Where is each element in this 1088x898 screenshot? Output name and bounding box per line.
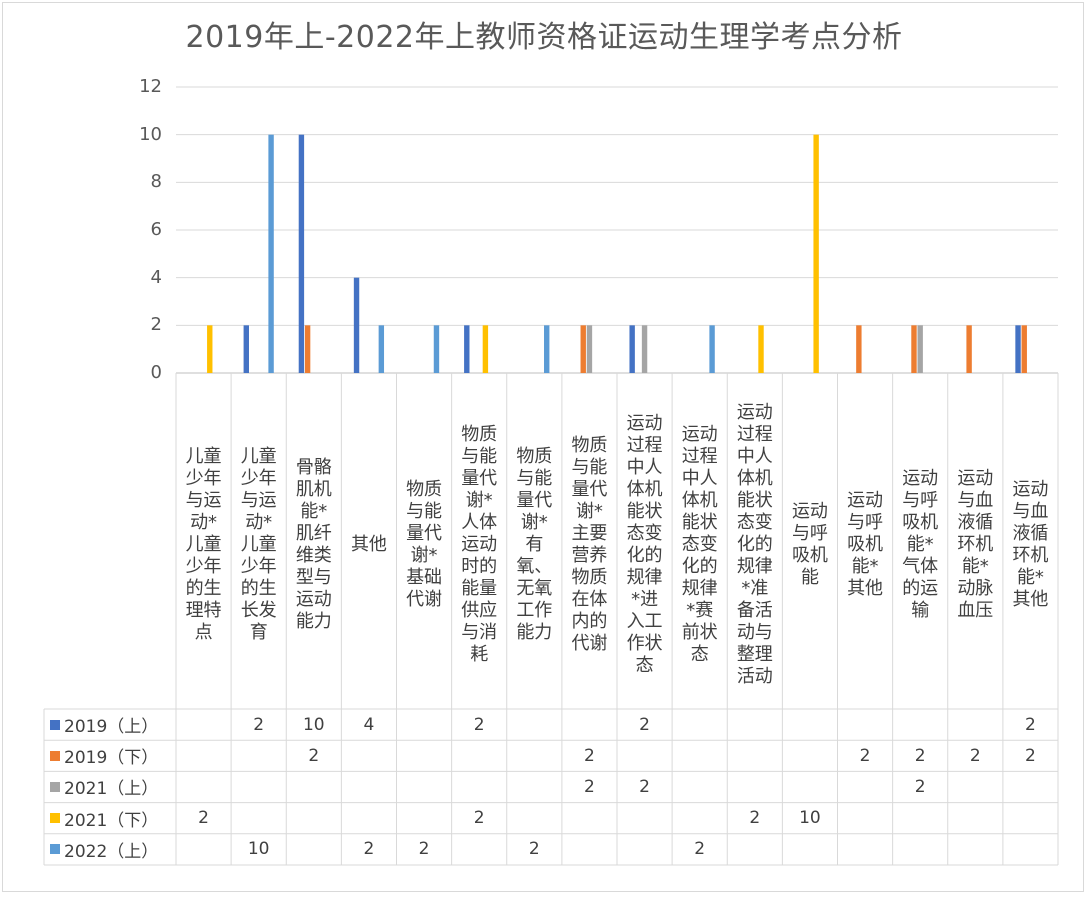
bar — [758, 325, 764, 373]
legend-swatch — [50, 844, 60, 855]
legend-entry: 2022（上） — [44, 834, 176, 865]
category-label: 运动与血液循环机能*其他 — [1012, 479, 1049, 610]
data-label: 2 — [969, 745, 981, 766]
data-label: 2 — [639, 776, 650, 797]
data-label: 2 — [473, 808, 485, 829]
data-label: 2 — [363, 839, 375, 860]
data-label: 10 — [799, 808, 821, 829]
y-tick-label: 4 — [150, 266, 162, 288]
y-tick-label: 8 — [150, 171, 162, 193]
bar — [856, 325, 862, 373]
bar — [917, 325, 923, 373]
bar — [433, 325, 440, 373]
legend-swatch — [50, 813, 60, 824]
category-label: 运动与呼吸机能 — [791, 501, 828, 588]
data-label: 2 — [1025, 714, 1036, 735]
category-label: 物质与能量代谢*人体运动时的能量供应与消耗 — [461, 424, 498, 665]
data-label: 10 — [302, 714, 325, 735]
legend-label: 2021（下） — [64, 810, 159, 831]
category-label: 儿童少年与运动*儿童少年的生长发育 — [240, 446, 277, 643]
bar — [641, 325, 648, 373]
category-label: 其他 — [350, 534, 387, 555]
data-label: 2 — [694, 839, 706, 860]
bar — [353, 277, 360, 373]
y-tick-label: 0 — [150, 362, 162, 383]
legend-label: 2021（上） — [64, 779, 159, 800]
data-label: 10 — [247, 839, 270, 860]
bar — [268, 134, 274, 373]
data-label: 2 — [859, 745, 871, 766]
bar — [464, 325, 470, 373]
y-tick-label: 6 — [150, 219, 162, 240]
bar — [207, 325, 213, 373]
data-label: 2 — [584, 745, 595, 766]
data-label: 2 — [473, 714, 485, 735]
category-label: 物质与能量代谢*主要营养物质在体内的代谢 — [571, 435, 608, 654]
bar — [378, 325, 385, 373]
data-label: 2 — [253, 714, 265, 735]
category-label: 运动过程中人体机能状态变化的规律*赛前状态 — [681, 424, 718, 665]
bar — [813, 134, 819, 373]
data-label: 2 — [914, 745, 926, 766]
category-label: 运动过程中人体机能状态变化的规律*进入工作状态 — [626, 413, 663, 676]
bar — [586, 325, 593, 373]
legend-swatch — [50, 750, 60, 761]
y-tick-label: 12 — [139, 76, 162, 97]
data-label: 4 — [363, 714, 375, 735]
bar — [966, 325, 972, 373]
bar — [243, 325, 249, 373]
legend-swatch — [50, 719, 60, 730]
data-label: 2 — [584, 776, 595, 797]
legend-entry: 2021（下） — [44, 803, 176, 834]
legend-entry: 2019（上） — [44, 709, 176, 740]
bar — [298, 134, 305, 373]
category-label: 运动与呼吸机能*气体的运输 — [902, 468, 939, 621]
bar — [1021, 325, 1027, 373]
y-tick-label: 2 — [150, 314, 162, 336]
legend-entry: 2019（下） — [44, 740, 176, 771]
bar — [482, 325, 489, 373]
data-label: 2 — [308, 745, 320, 766]
data-label: 2 — [418, 839, 430, 860]
legend-swatch — [50, 781, 60, 792]
data-label: 2 — [528, 839, 540, 860]
category-label: 儿童少年与运动*儿童少年的生理特点 — [185, 446, 222, 643]
y-tick-label: 10 — [139, 123, 162, 145]
data-label: 2 — [1025, 745, 1036, 766]
category-label: 运动与呼吸机能*其他 — [847, 490, 884, 599]
bar — [911, 325, 917, 373]
category-label: 物质与能量代谢*基础代谢 — [406, 479, 443, 610]
chart-title: 2019年上-2022年上教师资格证运动生理学考点分析 — [185, 20, 903, 55]
category-label: 运动与血液循环机能*动脉血压 — [957, 468, 994, 621]
legend-label: 2019（上） — [64, 717, 159, 737]
bar — [1015, 325, 1021, 373]
category-label: 物质与能量代谢*有氧、无氧工作能力 — [516, 446, 553, 643]
bar — [629, 325, 635, 373]
bar — [709, 325, 715, 373]
legend-label: 2022（上） — [64, 841, 159, 862]
bar — [544, 325, 550, 373]
category-label: 骨骼肌机能*肌纤维类型与运动能力 — [295, 457, 332, 632]
bar — [304, 325, 311, 373]
data-label: 2 — [639, 714, 650, 735]
data-label: 2 — [749, 808, 761, 829]
data-label: 2 — [198, 808, 209, 829]
data-label: 2 — [914, 776, 926, 797]
bar — [580, 325, 586, 373]
legend-label: 2019（下） — [64, 748, 159, 769]
legend-entry: 2021（上） — [44, 771, 176, 802]
category-label: 运动过程中人体机能状态变化的规律*准备活动与整理活动 — [736, 402, 773, 687]
